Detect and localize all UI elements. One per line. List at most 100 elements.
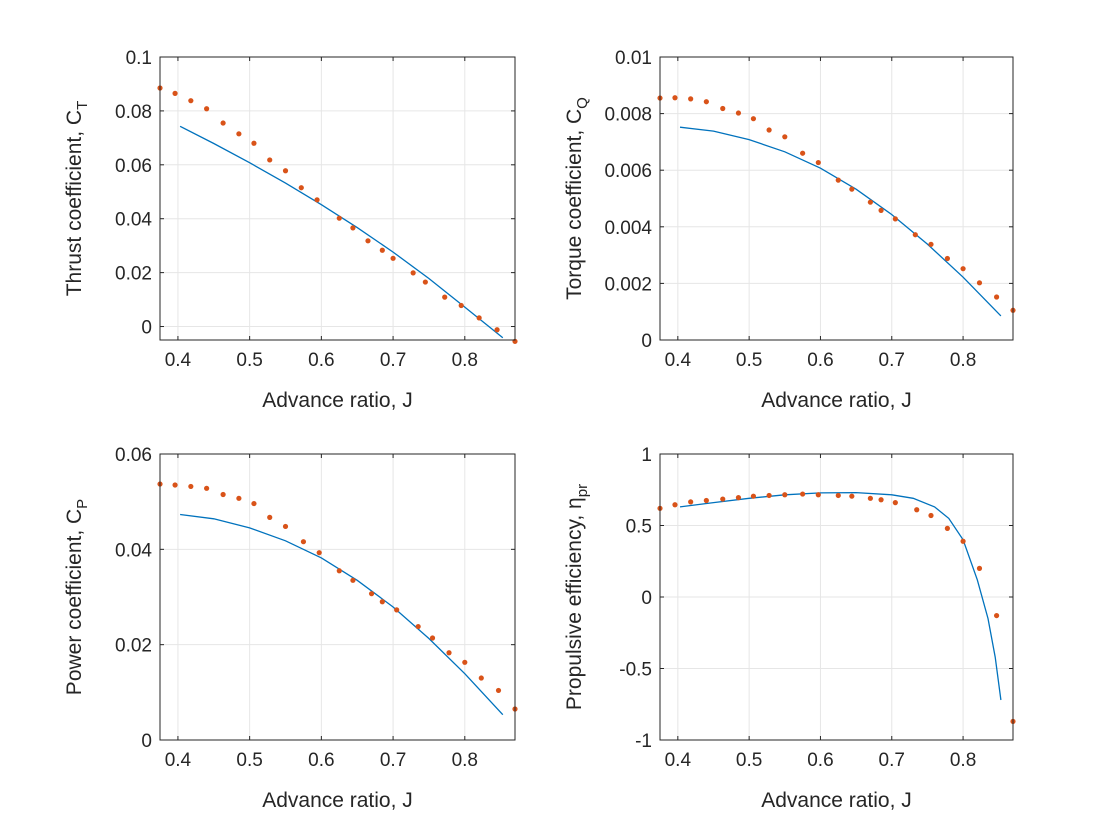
- data-point: [993, 294, 1000, 300]
- x-axis-label: Advance ratio, J: [761, 789, 912, 812]
- x-tick-label: 0.5: [236, 350, 262, 371]
- y-tick-label: 0.004: [604, 218, 652, 239]
- data-point: [462, 659, 468, 665]
- data-point: [928, 512, 934, 519]
- data-point: [735, 110, 742, 116]
- y-tick-label: -0.5: [619, 660, 652, 681]
- x-tick-label: 0.5: [736, 750, 762, 771]
- series-group: [657, 95, 1016, 317]
- data-point: [672, 95, 678, 101]
- data-point: [220, 120, 226, 126]
- y-tick-label: 0.5: [626, 517, 652, 538]
- x-axis-label: Advance ratio, J: [262, 789, 413, 812]
- data-point: [703, 99, 709, 105]
- x-tick-label: 0.8: [452, 350, 478, 371]
- x-tick-label: 0.7: [380, 350, 406, 371]
- axes-box: [159, 453, 516, 741]
- data-point: [892, 216, 898, 222]
- data-point: [976, 565, 983, 572]
- y-tick-label: 0.02: [115, 264, 152, 285]
- x-tick-label: 0.5: [736, 350, 762, 371]
- data-point: [867, 199, 873, 205]
- data-point: [914, 507, 920, 513]
- data-point: [835, 492, 841, 499]
- data-point: [314, 197, 320, 203]
- x-axis-label: Advance ratio, J: [761, 389, 912, 412]
- power-coefficient-panel: 0.4 0.5 0.6 0.7 0.8 0 0.02 0.04 0.06 Advance rati…: [63, 445, 518, 812]
- data-point: [267, 514, 273, 520]
- data-point: [365, 238, 371, 244]
- data-point: [204, 485, 210, 491]
- data-point: [172, 90, 178, 96]
- data-point: [282, 523, 289, 530]
- data-point: [458, 302, 464, 309]
- data-point: [390, 255, 396, 261]
- data-point: [394, 607, 400, 613]
- thrust-coefficient-panel: 0.4 0.5 0.6 0.7 0.8 0 0.02 0.04 0.06 0.08 0.1 Advan…: [63, 48, 518, 412]
- data-point: [993, 612, 1000, 619]
- data-point: [442, 294, 448, 300]
- x-tick-label: 0.6: [807, 350, 833, 371]
- data-point: [720, 105, 726, 112]
- data-point: [782, 134, 788, 140]
- data-point: [282, 168, 289, 174]
- x-tick-label: 0.4: [665, 750, 692, 771]
- data-point: [944, 255, 950, 262]
- data-point: [688, 96, 694, 102]
- x-tick-label: 0.4: [165, 750, 192, 771]
- y-tick-label: 0: [141, 318, 152, 339]
- data-point: [350, 225, 356, 231]
- axes-box: [659, 56, 1014, 341]
- y-tick-label: 0.1: [126, 48, 152, 69]
- data-point: [892, 500, 898, 506]
- y-tick-label: 0.06: [115, 445, 152, 466]
- data-point: [815, 492, 821, 498]
- x-tick-label: 0.6: [807, 750, 833, 771]
- y-tick-label: 1: [641, 445, 652, 466]
- y-tick-label: 0.01: [615, 48, 652, 69]
- data-point: [267, 157, 273, 163]
- y-tick-label: 0.02: [115, 636, 152, 657]
- data-point: [800, 150, 806, 156]
- data-point: [720, 496, 726, 502]
- x-tick-label: 0.8: [950, 350, 976, 371]
- propulsive-efficiency-panel: 0.4 0.5 0.6 0.7 0.8 -1 -0.5 0 0.5 1 Advance ratio,…: [563, 445, 1016, 812]
- axes-box: [159, 56, 516, 341]
- data-point: [688, 499, 694, 505]
- data-point: [236, 131, 242, 137]
- data-point: [236, 495, 242, 501]
- data-point: [703, 497, 709, 504]
- data-point: [410, 270, 416, 276]
- y-tick-label: 0: [641, 331, 652, 352]
- data-point: [944, 525, 950, 531]
- data-point: [300, 539, 307, 545]
- y-tick-label: 0.006: [604, 161, 652, 182]
- data-point: [849, 493, 855, 499]
- data-point: [960, 266, 966, 272]
- data-point: [835, 177, 841, 183]
- data-point: [204, 106, 210, 112]
- y-tick-label: 0: [641, 588, 652, 609]
- data-point: [379, 247, 385, 253]
- data-point: [976, 280, 983, 286]
- series-group: [657, 491, 1016, 725]
- data-point: [188, 483, 194, 490]
- data-point: [960, 538, 966, 544]
- data-point: [336, 568, 342, 574]
- data-point: [815, 159, 821, 166]
- data-point: [336, 215, 342, 221]
- y-axis-label: Thrust coefficient, CT: [63, 101, 91, 297]
- data-point: [766, 492, 772, 499]
- y-tick-label: 0.06: [115, 156, 152, 177]
- data-point: [478, 675, 484, 681]
- data-point: [495, 687, 502, 694]
- data-point: [298, 185, 304, 191]
- y-tick-label: 0: [141, 731, 152, 752]
- data-point: [849, 186, 855, 192]
- series-group: [157, 481, 518, 716]
- y-tick-label: 0.08: [115, 102, 152, 123]
- y-tick-label: 0.04: [115, 210, 152, 231]
- x-tick-label: 0.7: [879, 750, 905, 771]
